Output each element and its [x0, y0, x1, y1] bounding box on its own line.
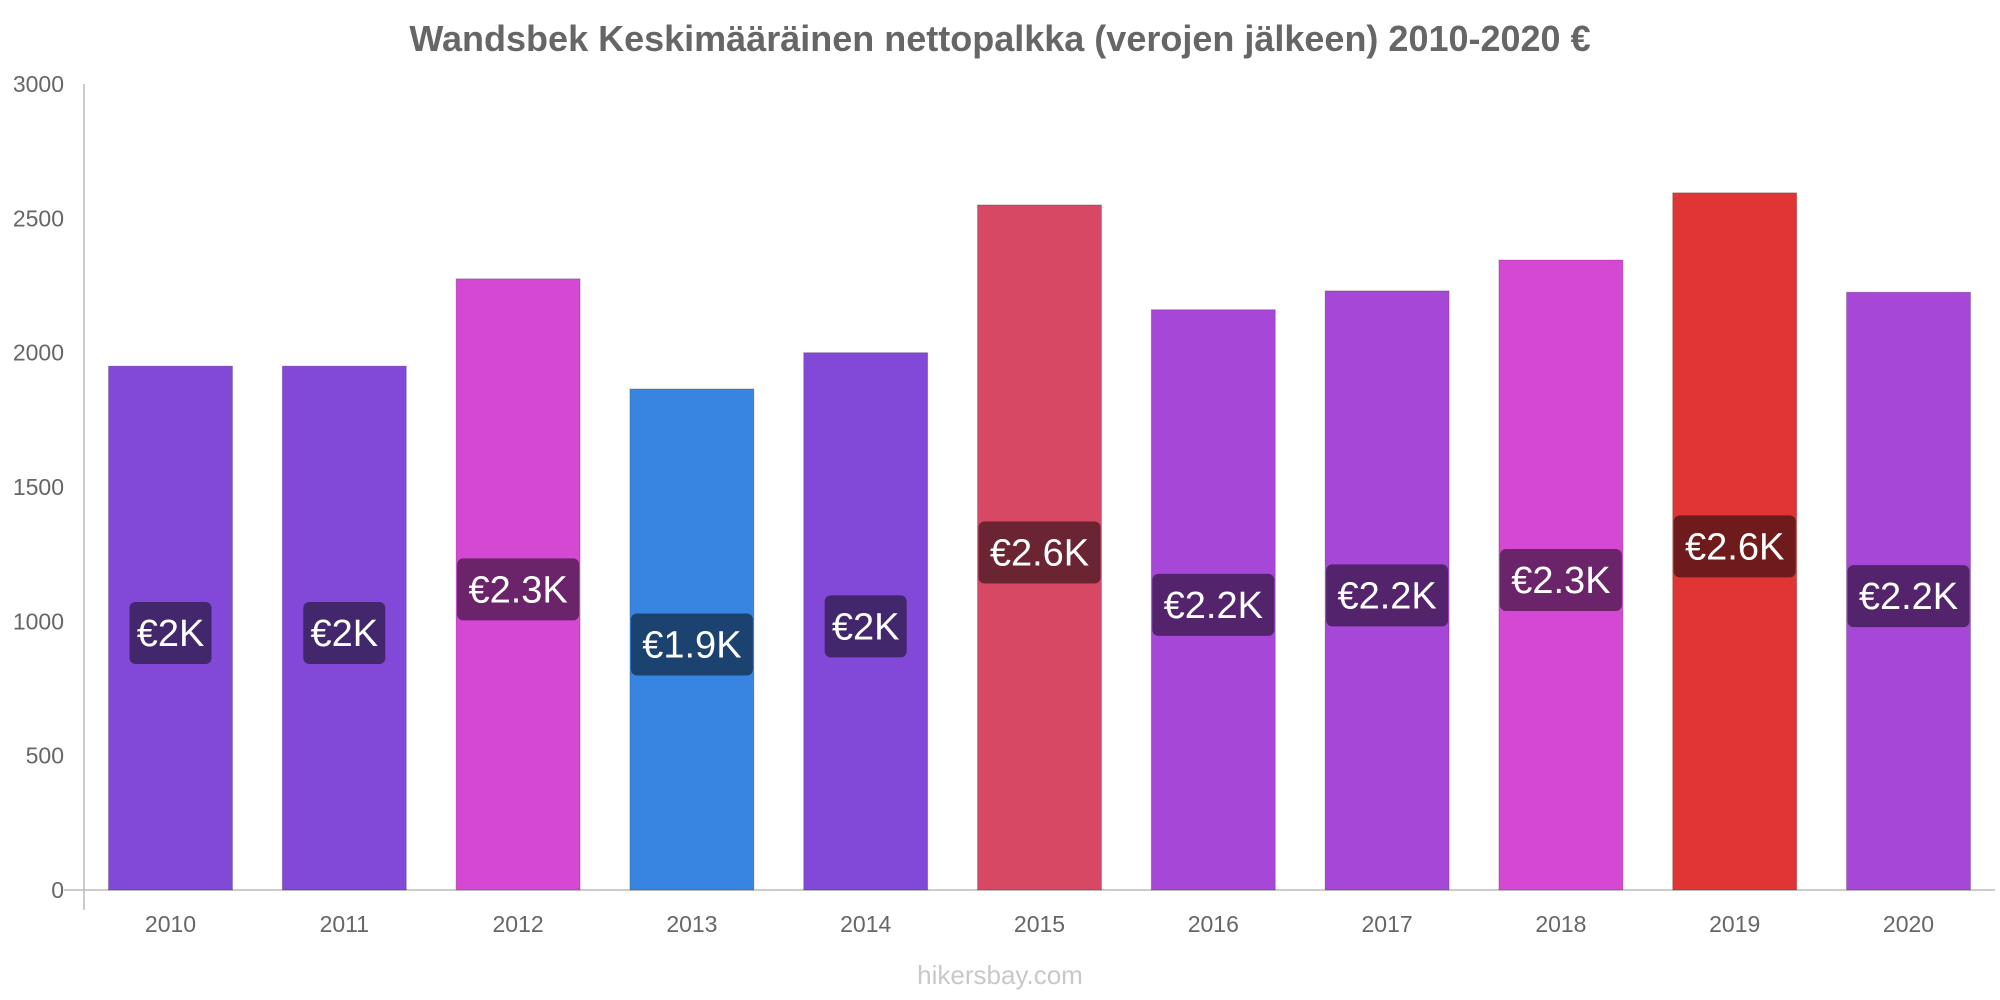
data-label-background [1499, 548, 1622, 611]
data-label: €2.3K [468, 569, 567, 611]
data-label-background [1326, 564, 1449, 627]
data-label: €2K [832, 606, 900, 648]
watermark: hikersbay.com [917, 960, 1083, 990]
data-label-background [1673, 515, 1796, 578]
data-label: €2.3K [1511, 560, 1610, 602]
y-tick-label: 0 [51, 877, 64, 903]
y-tick-label: 1500 [13, 474, 64, 500]
x-tick-label: 2014 [840, 911, 891, 937]
x-tick-label: 2016 [1188, 911, 1239, 937]
chart-title: Wandsbek Keskimääräinen nettopalkka (ver… [409, 18, 1591, 59]
data-label: €1.9K [642, 624, 741, 666]
data-label-background [1152, 573, 1275, 636]
x-tick-label: 2019 [1709, 911, 1760, 937]
x-tick-label: 2011 [320, 911, 369, 937]
x-tick-label: 2015 [1014, 911, 1065, 937]
data-label-background [630, 613, 753, 676]
y-tick-label: 2500 [13, 205, 64, 231]
data-label-background [824, 595, 907, 658]
x-tick-label: 2018 [1535, 911, 1586, 937]
y-tick-label: 3000 [13, 71, 64, 97]
x-tick-label: 2020 [1883, 911, 1934, 937]
data-label: €2.6K [990, 532, 1089, 574]
x-tick-label: 2010 [145, 911, 196, 937]
data-label-background [303, 602, 386, 665]
y-tick-label: 2000 [13, 340, 64, 366]
data-label-background [129, 602, 212, 665]
data-label: €2K [310, 613, 378, 655]
data-label: €2.2K [1164, 585, 1263, 627]
data-label-background [1847, 565, 1970, 628]
x-tick-label: 2013 [666, 911, 717, 937]
x-tick-label: 2017 [1362, 911, 1413, 937]
data-label: €2K [137, 613, 205, 655]
data-label: €2.2K [1859, 576, 1958, 618]
x-tick-label: 2012 [493, 911, 544, 937]
data-label: €2.6K [1685, 526, 1784, 568]
y-tick-label: 500 [26, 743, 64, 769]
data-label-background [457, 558, 580, 621]
data-label: €2.2K [1337, 575, 1436, 617]
data-label-background [978, 521, 1101, 584]
y-tick-label: 1000 [13, 608, 64, 634]
